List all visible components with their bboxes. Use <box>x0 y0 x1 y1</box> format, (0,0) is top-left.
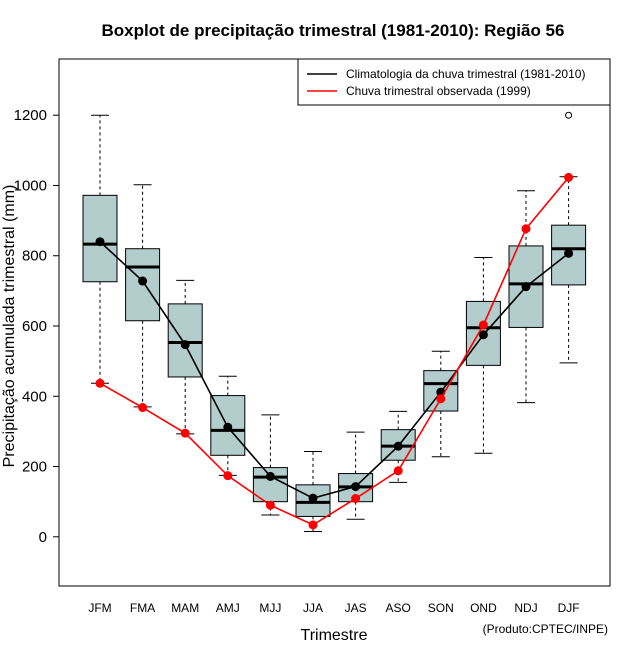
box-ond <box>465 257 501 454</box>
y-tick-label-600: 600 <box>22 318 47 335</box>
y-axis-label: Precipitação acumulada trimestral (mm) <box>1 185 18 468</box>
y-tick-label-200: 200 <box>22 459 47 476</box>
x-tick-label-mam: MAM <box>171 601 199 615</box>
series-climatology-point-aso <box>393 441 403 451</box>
legend-box <box>297 58 611 106</box>
box-jfm-iqr <box>82 194 118 283</box>
series-climatology-point-jja <box>308 493 318 503</box>
x-axis: JFM FMA MAM AMJ MJJ JJA JAS ASO SON OND NDJ DJF <box>88 601 579 615</box>
series-observed-point-amj <box>223 471 233 481</box>
box-djf <box>551 111 587 364</box>
series-observed-line <box>99 176 570 526</box>
series-climatology-point-mjj <box>265 471 275 481</box>
x-tick-label-ndj: NDJ <box>514 601 537 615</box>
series-climatology-point-mam <box>180 340 190 350</box>
y-axis: 0 200 400 600 800 1000 1200 <box>14 107 60 546</box>
series-climatology-point-fma <box>138 276 148 286</box>
y-tick-label-1000: 1000 <box>14 177 47 194</box>
x-tick-label-fma: FMA <box>130 601 155 615</box>
y-tick-label-400: 400 <box>22 388 47 405</box>
series-climatology-point-jas <box>351 482 361 492</box>
x-tick-label-aso: ASO <box>386 601 411 615</box>
x-axis-label: Trimestre <box>301 627 368 644</box>
x-tick-label-mjj: MJJ <box>259 601 281 615</box>
series-group <box>95 172 574 530</box>
series-climatology-point-djf <box>564 248 574 258</box>
box-fma-iqr <box>125 248 161 322</box>
series-observed-point-djf <box>564 172 574 182</box>
legend: Climatologia da chuva trimestral (1981-2… <box>297 58 611 106</box>
series-climatology-point-amj <box>223 422 233 432</box>
x-tick-label-son: SON <box>428 601 454 615</box>
series-climatology-point-ond <box>478 330 488 340</box>
series-observed-point-ond <box>478 320 488 330</box>
box-ndj <box>508 190 544 404</box>
series-climatology-point-jfm <box>95 237 105 247</box>
box-fma <box>125 184 161 408</box>
y-tick-label-800: 800 <box>22 248 47 265</box>
series-observed-point-jja <box>308 520 318 530</box>
series-observed-point-jas <box>351 494 361 504</box>
chart-title: Boxplot de precipitação trimestral (1981… <box>102 21 565 40</box>
series-observed-point-fma <box>138 403 148 413</box>
series-observed-point-jfm <box>95 378 105 388</box>
y-tick-label-0: 0 <box>39 529 47 546</box>
box-djf-iqr <box>551 224 587 286</box>
x-tick-label-jfm: JFM <box>88 601 111 615</box>
series-observed-point-mjj <box>265 500 275 510</box>
legend-label-observed: Chuva trimestral observada (1999) <box>346 84 531 98</box>
box-mjj <box>252 414 288 516</box>
box-mam <box>167 279 203 435</box>
product-credit: (Produto:CPTEC/INPE) <box>483 622 608 636</box>
legend-label-climatology: Climatologia da chuva trimestral (1981-2… <box>346 67 585 81</box>
x-tick-label-djf: DJF <box>558 601 580 615</box>
box-son <box>423 350 459 458</box>
box-djf-outlier-0 <box>565 111 573 119</box>
x-tick-label-jas: JAS <box>345 601 367 615</box>
series-observed-point-ndj <box>521 224 531 234</box>
series-observed-point-aso <box>393 466 403 476</box>
y-tick-label-1200: 1200 <box>14 107 47 124</box>
series-climatology-point-ndj <box>521 282 531 292</box>
series-climatology-line <box>99 241 570 500</box>
boxes-group <box>82 111 587 533</box>
x-tick-label-ond: OND <box>470 601 497 615</box>
x-tick-label-jja: JJA <box>303 601 323 615</box>
series-observed-point-mam <box>180 428 190 438</box>
x-tick-label-amj: AMJ <box>216 601 240 615</box>
box-jfm <box>82 114 118 384</box>
series-observed-point-son <box>436 394 446 404</box>
